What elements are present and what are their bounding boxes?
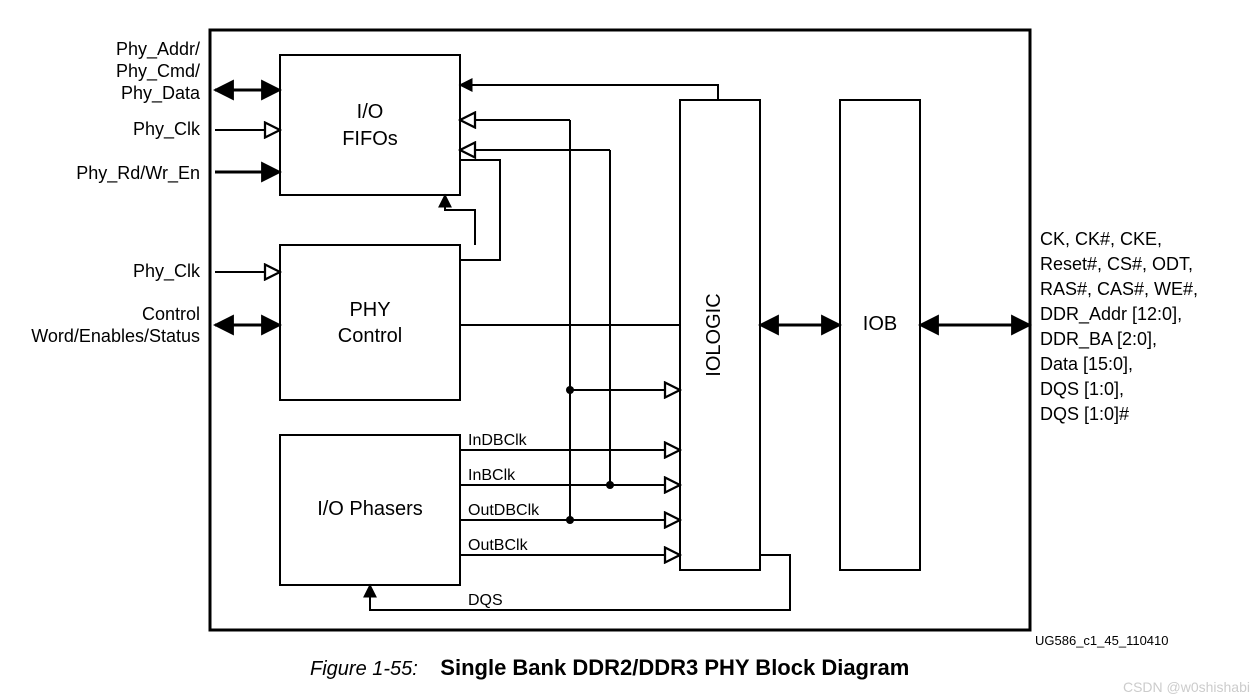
svg-text:Control: Control <box>142 304 200 324</box>
svg-text:DDR_Addr [12:0],: DDR_Addr [12:0], <box>1040 304 1182 325</box>
svg-text:Phy_Clk: Phy_Clk <box>133 261 201 282</box>
svg-text:Phy_Cmd/: Phy_Cmd/ <box>116 61 200 82</box>
phyctrl-to-fifos-wire-1 <box>445 195 475 245</box>
left-labels: Phy_Addr/ Phy_Cmd/ Phy_Data Phy_Clk Phy_… <box>31 39 201 346</box>
svg-text:InDBClk: InDBClk <box>468 432 528 449</box>
clock-rails <box>460 120 680 524</box>
svg-text:DDR_BA [2:0],: DDR_BA [2:0], <box>1040 329 1157 350</box>
doc-id: UG586_c1_45_110410 <box>1035 633 1169 648</box>
svg-text:RAS#, CAS#, WE#,: RAS#, CAS#, WE#, <box>1040 279 1198 299</box>
dqs-label: DQS <box>468 592 503 609</box>
svg-text:Data [15:0],: Data [15:0], <box>1040 354 1133 374</box>
watermark: CSDN @w0shishabi <box>1123 679 1250 695</box>
iologic-block: IOLOGIC <box>680 100 760 570</box>
block-diagram: I/O FIFOs PHY Control I/O Phasers IOLOGI… <box>0 0 1258 699</box>
svg-text:InBClk: InBClk <box>468 467 516 484</box>
svg-text:Phy_Addr/: Phy_Addr/ <box>116 39 200 60</box>
io-fifos-block: I/O FIFOs <box>280 55 460 195</box>
svg-text:OutDBClk: OutDBClk <box>468 502 540 519</box>
io-fifos-label-2: FIFOs <box>342 128 398 150</box>
io-phasers-label: I/O Phasers <box>317 498 423 520</box>
io-fifos-label-1: I/O <box>357 101 384 123</box>
io-phasers-block: I/O Phasers <box>280 435 460 585</box>
svg-text:Phy_Clk: Phy_Clk <box>133 119 201 140</box>
iologic-label: IOLOGIC <box>703 293 725 376</box>
svg-text:DQS [1:0],: DQS [1:0], <box>1040 379 1124 399</box>
iologic-to-fifos-wire <box>460 85 718 100</box>
right-labels: CK, CK#, CKE, Reset#, CS#, ODT, RAS#, CA… <box>1040 229 1198 424</box>
svg-text:DQS [1:0]#: DQS [1:0]# <box>1040 404 1129 424</box>
phy-control-label-2: Control <box>338 325 402 347</box>
svg-text:Word/Enables/Status: Word/Enables/Status <box>31 326 200 346</box>
svg-text:Phy_Rd/Wr_En: Phy_Rd/Wr_En <box>76 163 200 184</box>
svg-text:Reset#, CS#, ODT,: Reset#, CS#, ODT, <box>1040 254 1193 274</box>
phy-control-label-1: PHY <box>349 299 390 321</box>
svg-text:CK, CK#, CKE,: CK, CK#, CKE, <box>1040 229 1162 249</box>
figure-caption: Figure 1-55: Single Bank DDR2/DDR3 PHY B… <box>310 655 909 680</box>
svg-text:OutBClk: OutBClk <box>468 537 529 554</box>
svg-text:Phy_Data: Phy_Data <box>121 83 201 104</box>
phy-control-block: PHY Control <box>280 245 460 400</box>
iob-label: IOB <box>863 313 897 335</box>
iob-block: IOB <box>840 100 920 570</box>
